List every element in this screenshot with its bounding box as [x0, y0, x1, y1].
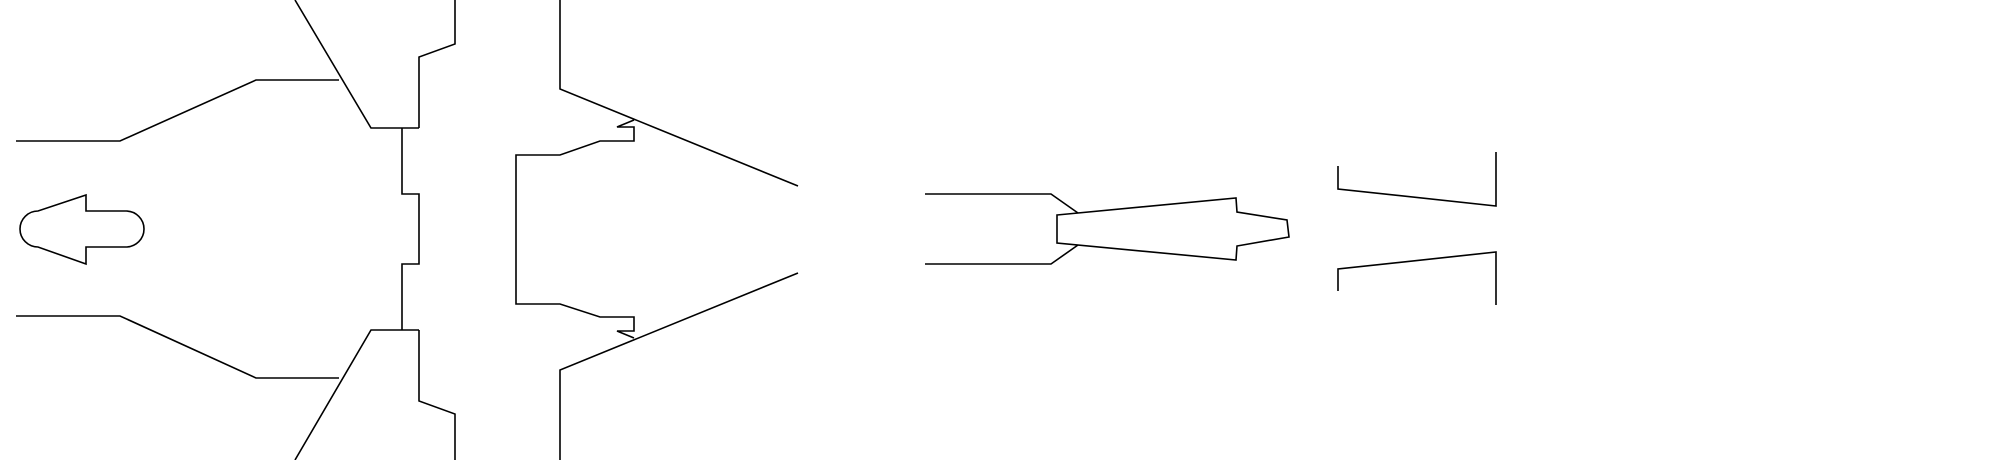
flange-upper-diagonal	[294, 0, 419, 129]
cone-bore-profile	[515, 119, 635, 339]
flange-center-profile	[401, 128, 420, 330]
lower-jaw-bracket	[1337, 251, 1497, 305]
spindle-upper-shaft	[925, 193, 1079, 214]
flange-lower-step	[418, 330, 456, 460]
spindle-taper-body	[1056, 197, 1290, 261]
upper-jaw-bracket	[1337, 152, 1497, 207]
tapered-spindle	[925, 193, 1290, 265]
left-housing	[16, 79, 339, 379]
cone-lower-outline	[559, 272, 799, 460]
flange-upper-step	[418, 0, 456, 128]
left-housing-lower-outline	[16, 315, 339, 379]
jaw-brackets	[1337, 152, 1497, 305]
flange-lower-diagonal	[294, 329, 419, 460]
center-flange	[294, 0, 456, 460]
left-housing-arrow-slot	[19, 193, 145, 266]
left-housing-upper-outline	[16, 79, 339, 142]
cone-upper-outline	[559, 0, 799, 187]
conical-body	[515, 0, 799, 460]
spindle-lower-shaft	[925, 244, 1079, 265]
